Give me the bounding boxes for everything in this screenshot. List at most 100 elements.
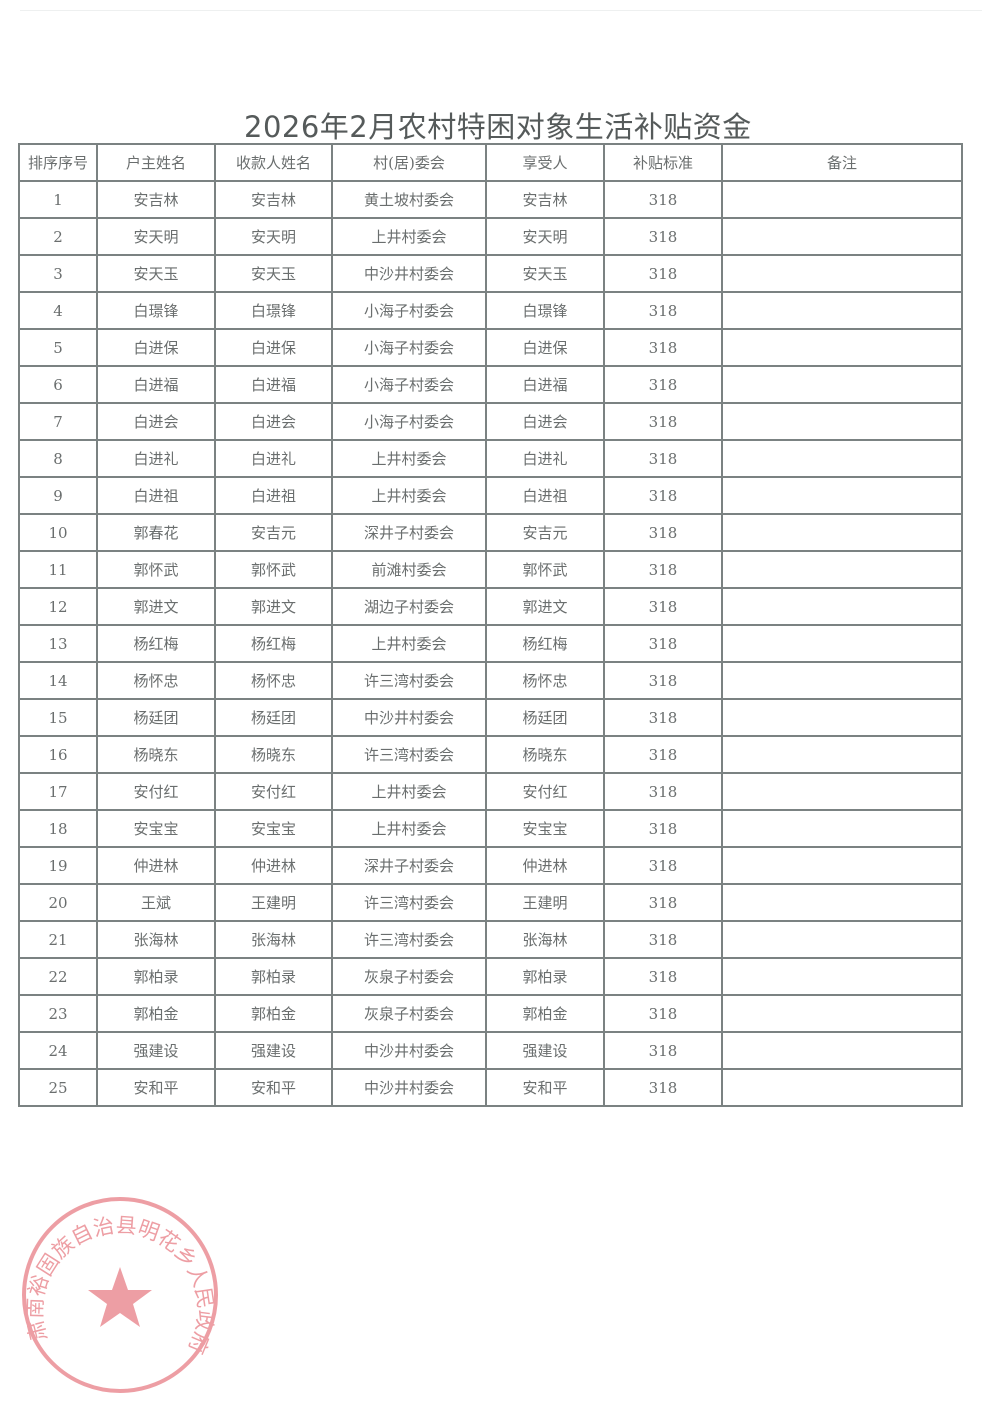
table-cell: 白璟锋 (214, 291, 333, 330)
table-cell: 318 (603, 883, 723, 922)
table-cell: 小海子村委会 (331, 328, 487, 367)
table-cell: 4 (18, 291, 98, 330)
table-cell (721, 476, 963, 515)
table-cell: 郭柏金 (96, 994, 216, 1033)
table-cell (721, 365, 963, 404)
table-cell: 白进会 (485, 402, 605, 441)
column-header: 享受人 (485, 143, 605, 182)
table-cell: 郭怀武 (96, 550, 216, 589)
table-row: 23 郭柏金 郭柏金 灰泉子村委会 郭柏金 318 (18, 994, 963, 1033)
table-row: 19 仲进林 仲进林 深井子村委会 仲进林 318 (18, 846, 963, 885)
table-cell: 白进祖 (96, 476, 216, 515)
table-cell: 318 (603, 291, 723, 330)
table-cell: 318 (603, 476, 723, 515)
table-cell: 白进会 (214, 402, 333, 441)
table-cell: 仲进林 (96, 846, 216, 885)
table-cell: 318 (603, 402, 723, 441)
table-cell: 杨红梅 (96, 624, 216, 663)
table-row: 18 安宝宝 安宝宝 上井村委会 安宝宝 318 (18, 809, 963, 848)
table-cell: 白进保 (214, 328, 333, 367)
table-cell (721, 439, 963, 478)
table-row: 12 郭进文 郭进文 湖边子村委会 郭进文 318 (18, 587, 963, 626)
table-cell: 318 (603, 957, 723, 996)
table-cell: 灰泉子村委会 (331, 994, 487, 1033)
table-cell: 黄土坡村委会 (331, 180, 487, 219)
table-cell: 杨怀忠 (96, 661, 216, 700)
table-cell: 白进福 (214, 365, 333, 404)
table-cell: 17 (18, 772, 98, 811)
table-cell: 郭柏金 (214, 994, 333, 1033)
table-cell: 许三湾村委会 (331, 883, 487, 922)
column-header: 收款人姓名 (214, 143, 333, 182)
table-row: 21 张海林 张海林 许三湾村委会 张海林 318 (18, 920, 963, 959)
table-cell: 13 (18, 624, 98, 663)
table-cell: 9 (18, 476, 98, 515)
column-header: 备注 (721, 143, 963, 182)
table-cell: 上井村委会 (331, 809, 487, 848)
column-header: 户主姓名 (96, 143, 216, 182)
table-cell: 318 (603, 217, 723, 256)
table-cell: 318 (603, 1068, 723, 1107)
table-cell: 14 (18, 661, 98, 700)
table-cell: 安宝宝 (214, 809, 333, 848)
table-cell: 强建设 (96, 1031, 216, 1070)
table-cell: 许三湾村委会 (331, 735, 487, 774)
table-cell: 318 (603, 846, 723, 885)
table-cell (721, 994, 963, 1033)
table-cell: 白进保 (96, 328, 216, 367)
table-row: 25 安和平 安和平 中沙井村委会 安和平 318 (18, 1068, 963, 1107)
table-cell: 安和平 (485, 1068, 605, 1107)
table-row: 9 白进祖 白进祖 上井村委会 白进祖 318 (18, 476, 963, 515)
table-cell: 318 (603, 550, 723, 589)
table-cell: 318 (603, 735, 723, 774)
table-cell: 安付红 (96, 772, 216, 811)
table-row: 7 白进会 白进会 小海子村委会 白进会 318 (18, 402, 963, 441)
table-cell: 318 (603, 920, 723, 959)
table-row: 15 杨廷团 杨廷团 中沙井村委会 杨廷团 318 (18, 698, 963, 737)
table-cell: 灰泉子村委会 (331, 957, 487, 996)
table-cell (721, 698, 963, 737)
table-cell (721, 1031, 963, 1070)
table-cell: 中沙井村委会 (331, 698, 487, 737)
table-cell: 2 (18, 217, 98, 256)
table-cell: 318 (603, 513, 723, 552)
table-cell: 杨廷团 (485, 698, 605, 737)
table-cell: 21 (18, 920, 98, 959)
table-cell: 许三湾村委会 (331, 661, 487, 700)
table-cell (721, 254, 963, 293)
table-cell: 安和平 (214, 1068, 333, 1107)
table-cell: 郭怀武 (214, 550, 333, 589)
column-header: 村(居)委会 (331, 143, 487, 182)
table-cell (721, 957, 963, 996)
table-cell (721, 291, 963, 330)
table-cell (721, 846, 963, 885)
table-cell: 318 (603, 661, 723, 700)
table-cell: 前滩村委会 (331, 550, 487, 589)
table-cell: 白进祖 (214, 476, 333, 515)
table-cell: 19 (18, 846, 98, 885)
table-cell: 王建明 (485, 883, 605, 922)
table-cell: 上井村委会 (331, 217, 487, 256)
table-cell: 强建设 (214, 1031, 333, 1070)
table-cell: 安天玉 (214, 254, 333, 293)
table-cell: 许三湾村委会 (331, 920, 487, 959)
table-cell: 杨晓东 (214, 735, 333, 774)
table-cell: 安付红 (214, 772, 333, 811)
table-cell: 318 (603, 624, 723, 663)
table-cell: 20 (18, 883, 98, 922)
table-cell: 白进祖 (485, 476, 605, 515)
table-cell: 湖边子村委会 (331, 587, 487, 626)
table-cell: 仲进林 (214, 846, 333, 885)
table-cell: 深井子村委会 (331, 513, 487, 552)
table-cell: 安天明 (96, 217, 216, 256)
table-cell: 安付红 (485, 772, 605, 811)
table-cell: 郭春花 (96, 513, 216, 552)
table-cell: 上井村委会 (331, 772, 487, 811)
table-cell: 安宝宝 (96, 809, 216, 848)
table-row: 17 安付红 安付红 上井村委会 安付红 318 (18, 772, 963, 811)
table-cell: 7 (18, 402, 98, 441)
table-cell: 3 (18, 254, 98, 293)
table-cell: 仲进林 (485, 846, 605, 885)
document-title: 2026年2月农村特困对象生活补贴资金 (244, 110, 752, 144)
table-cell: 安吉元 (485, 513, 605, 552)
